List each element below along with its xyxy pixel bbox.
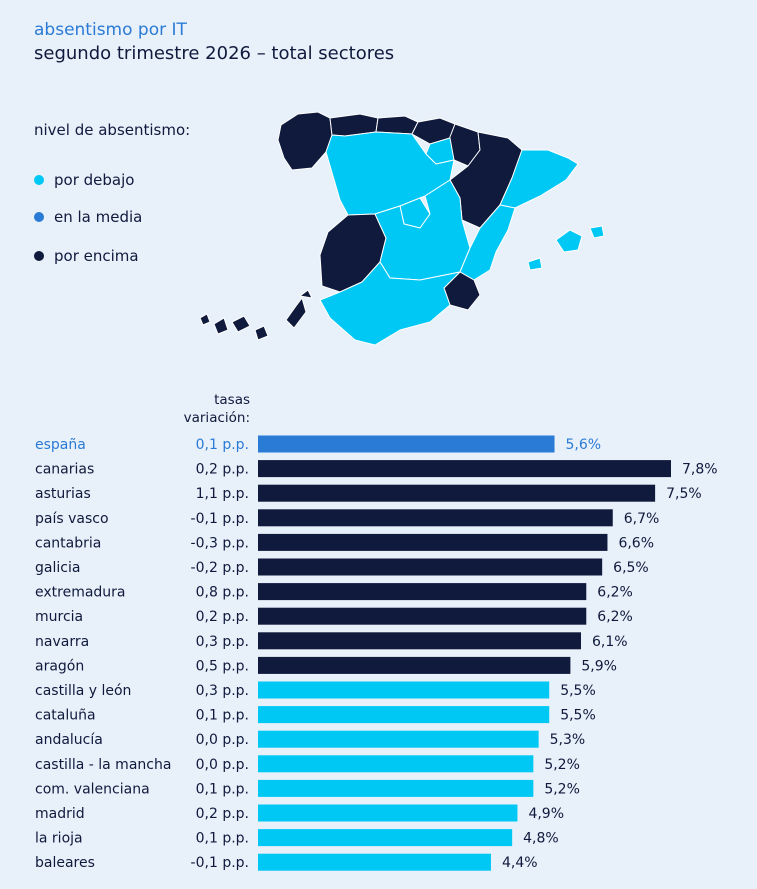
legend-label-below: por debajo <box>54 171 135 189</box>
map-region-valenciana <box>459 204 516 281</box>
category-label-asturias: asturias <box>35 486 91 502</box>
category-label-madrid: madrid <box>35 806 85 822</box>
legend-item-average: en la media <box>34 208 142 226</box>
bar-murcia <box>258 607 587 625</box>
variation-label-baleares: -0,1 p.p. <box>191 855 249 871</box>
variation-label-extremadura: 0,8 p.p. <box>196 585 249 601</box>
variation-label-galicia: -0,2 p.p. <box>191 560 249 576</box>
bar-andalucia <box>258 730 539 748</box>
map-region-cataluna <box>499 149 579 209</box>
variation-label-canarias: 0,2 p.p. <box>196 462 249 478</box>
category-label-castilla-y-leon: castilla y león <box>35 683 131 699</box>
variation-label-castilla-y-leon: 0,3 p.p. <box>196 683 249 699</box>
data-label-castilla-la-mancha: 5,2% <box>544 757 580 773</box>
legend-item-below: por debajo <box>34 171 134 189</box>
legend-dot-average <box>34 212 44 222</box>
category-label-espana: españa <box>35 437 86 453</box>
variation-label-madrid: 0,2 p.p. <box>196 806 249 822</box>
chart-subtitle: segundo trimestre 2026 – total sectores <box>34 43 395 64</box>
map-region-canarias <box>199 289 313 341</box>
chart-title: absentismo por IT <box>34 20 187 40</box>
bar-castilla-la-mancha <box>258 755 534 773</box>
category-label-castilla-la-mancha: castilla - la mancha <box>35 757 171 773</box>
data-label-cantabria: 6,6% <box>618 535 654 551</box>
variation-header-line2: variación: <box>183 410 250 426</box>
map-region-andalucia <box>319 261 461 346</box>
category-label-la-rioja: la rioja <box>35 831 83 847</box>
data-label-la-rioja: 4,8% <box>523 831 559 847</box>
legend-label-above: por encima <box>54 247 139 265</box>
variation-label-aragon: 0,5 p.p. <box>196 658 249 674</box>
variation-label-cataluna: 0,1 p.p. <box>196 708 249 724</box>
category-label-extremadura: extremadura <box>35 585 126 601</box>
category-label-baleares: baleares <box>35 855 95 871</box>
bar-baleares <box>258 853 491 871</box>
variation-label-com-valenciana: 0,1 p.p. <box>196 781 249 797</box>
bar-navarra <box>258 632 581 650</box>
bar-cantabria <box>258 533 608 551</box>
bar-extremadura <box>258 583 587 601</box>
category-label-cantabria: cantabria <box>35 535 101 551</box>
data-label-murcia: 6,2% <box>597 609 633 625</box>
variation-label-andalucia: 0,0 p.p. <box>196 732 249 748</box>
legend-dot-below <box>34 175 44 185</box>
variation-label-navarra: 0,3 p.p. <box>196 634 249 650</box>
bar-aragon <box>258 656 571 674</box>
data-label-canarias: 7,8% <box>682 462 718 478</box>
variation-label-asturias: 1,1 p.p. <box>196 486 249 502</box>
bar-galicia <box>258 558 603 576</box>
bar-cataluna <box>258 706 550 724</box>
variation-label-pais-vasco: -0,1 p.p. <box>191 511 249 527</box>
category-label-cataluna: cataluña <box>35 708 96 724</box>
map-region-aragon <box>449 131 523 229</box>
data-label-pais-vasco: 6,7% <box>624 511 660 527</box>
data-label-cataluna: 5,5% <box>560 708 596 724</box>
data-label-com-valenciana: 5,2% <box>544 781 580 797</box>
bar-espana <box>258 435 555 453</box>
variation-label-murcia: 0,2 p.p. <box>196 609 249 625</box>
category-label-murcia: murcia <box>35 609 83 625</box>
bar-asturias <box>258 484 656 502</box>
variation-label-castilla-la-mancha: 0,0 p.p. <box>196 757 249 773</box>
variation-label-la-rioja: 0,1 p.p. <box>196 831 249 847</box>
data-label-aragon: 5,9% <box>581 658 617 674</box>
legend-dot-above <box>34 251 44 261</box>
legend-label-average: en la media <box>54 208 143 226</box>
category-label-pais-vasco: país vasco <box>35 511 109 527</box>
bar-pais-vasco <box>258 509 613 527</box>
legend-title: nivel de absentismo: <box>34 121 191 139</box>
variation-label-espana: 0,1 p.p. <box>196 437 249 453</box>
category-label-galicia: galicia <box>35 560 80 576</box>
bar-castilla-y-leon <box>258 681 550 699</box>
data-label-navarra: 6,1% <box>592 634 628 650</box>
data-label-baleares: 4,4% <box>502 855 538 871</box>
category-label-navarra: navarra <box>35 634 89 650</box>
legend-item-above: por encima <box>34 247 139 265</box>
category-label-andalucia: andalucía <box>35 732 103 748</box>
data-label-castilla-y-leon: 5,5% <box>560 683 596 699</box>
data-label-asturias: 7,5% <box>666 486 702 502</box>
data-label-andalucia: 5,3% <box>550 732 586 748</box>
variation-header-line1: tasas <box>214 392 250 408</box>
variation-label-cantabria: -0,3 p.p. <box>191 535 249 551</box>
bar-madrid <box>258 804 518 822</box>
category-label-com-valenciana: com. valenciana <box>35 781 150 797</box>
category-label-canarias: canarias <box>35 462 94 478</box>
category-label-aragon: aragón <box>35 658 84 674</box>
bar-com-valenciana <box>258 779 534 797</box>
data-label-extremadura: 6,2% <box>597 585 633 601</box>
spain-map <box>199 111 605 346</box>
bar-canarias <box>258 460 671 478</box>
data-label-galicia: 6,5% <box>613 560 649 576</box>
data-label-espana: 5,6% <box>566 437 602 453</box>
map-region-baleares <box>527 225 605 271</box>
data-label-madrid: 4,9% <box>528 806 564 822</box>
bar-la-rioja <box>258 829 513 847</box>
variation-column-header: tasas variación: <box>150 391 250 427</box>
